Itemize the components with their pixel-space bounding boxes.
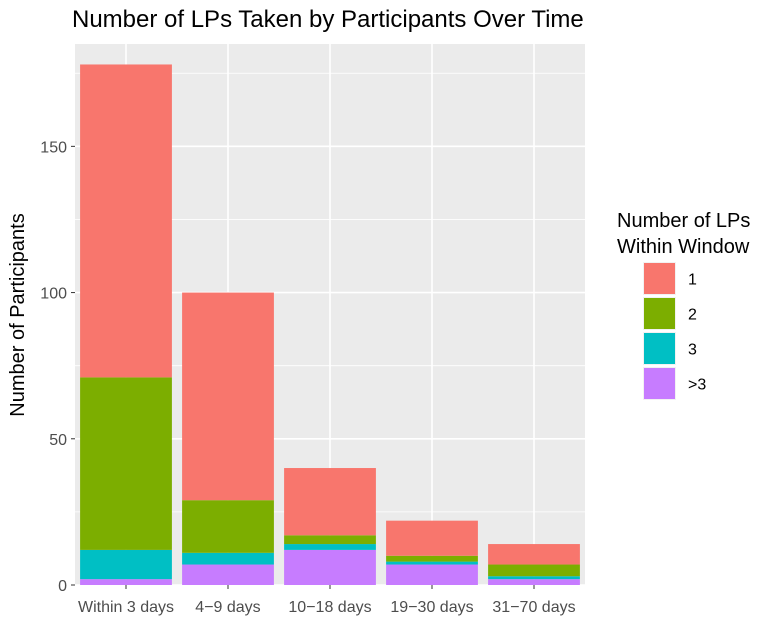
bar-segment xyxy=(80,549,172,580)
bar-segment xyxy=(386,561,478,565)
legend-swatch xyxy=(644,263,675,294)
bar-segment xyxy=(386,520,478,556)
bar-segment xyxy=(80,579,172,585)
bar-segment xyxy=(182,292,274,501)
bar-segment xyxy=(488,564,580,577)
x-tick-label: 4−9 days xyxy=(195,599,260,616)
bar-segment xyxy=(488,544,580,565)
y-tick-label: 150 xyxy=(40,139,67,156)
chart-title: Number of LPs Taken by Participants Over… xyxy=(72,6,584,33)
legend-title-line-1: Number of LPs xyxy=(617,210,750,232)
legend: Number of LPs Within Window 1 2 3 >3 xyxy=(617,210,750,400)
legend-label: 3 xyxy=(688,342,697,359)
legend-swatch xyxy=(644,368,675,399)
plot-area: 0 50 100 150 Within 3 days 4−9 days 10−18 days… xyxy=(40,44,585,616)
bar-segment xyxy=(182,564,274,585)
y-axis-title: Number of Participants xyxy=(7,213,29,416)
y-tick-label: 0 xyxy=(58,578,67,595)
bar-segment xyxy=(284,468,376,536)
legend-swatch xyxy=(644,298,675,329)
bar-segment xyxy=(386,564,478,585)
x-tick-label: 31−70 days xyxy=(492,599,575,616)
legend-label: 1 xyxy=(688,272,697,289)
bar-segment xyxy=(80,64,172,378)
bar-segment xyxy=(182,552,274,565)
bar-segment xyxy=(80,377,172,550)
legend-label: >3 xyxy=(688,377,706,394)
legend-label: 2 xyxy=(688,307,697,324)
bar-segment xyxy=(488,576,580,580)
legend-title-line-2: Within Window xyxy=(617,236,750,258)
bar-segment xyxy=(284,544,376,550)
bar-segment xyxy=(182,500,274,553)
bar-segment xyxy=(284,549,376,585)
x-tick-label: 19−30 days xyxy=(390,599,473,616)
x-tick-label: 10−18 days xyxy=(288,599,371,616)
bar-segment xyxy=(488,579,580,585)
x-tick-label: Within 3 days xyxy=(78,599,174,616)
y-tick-label: 50 xyxy=(49,432,67,449)
bar-segment xyxy=(284,535,376,545)
y-tick-label: 100 xyxy=(40,286,67,303)
bar-segment xyxy=(386,555,478,562)
legend-swatch xyxy=(644,333,675,364)
